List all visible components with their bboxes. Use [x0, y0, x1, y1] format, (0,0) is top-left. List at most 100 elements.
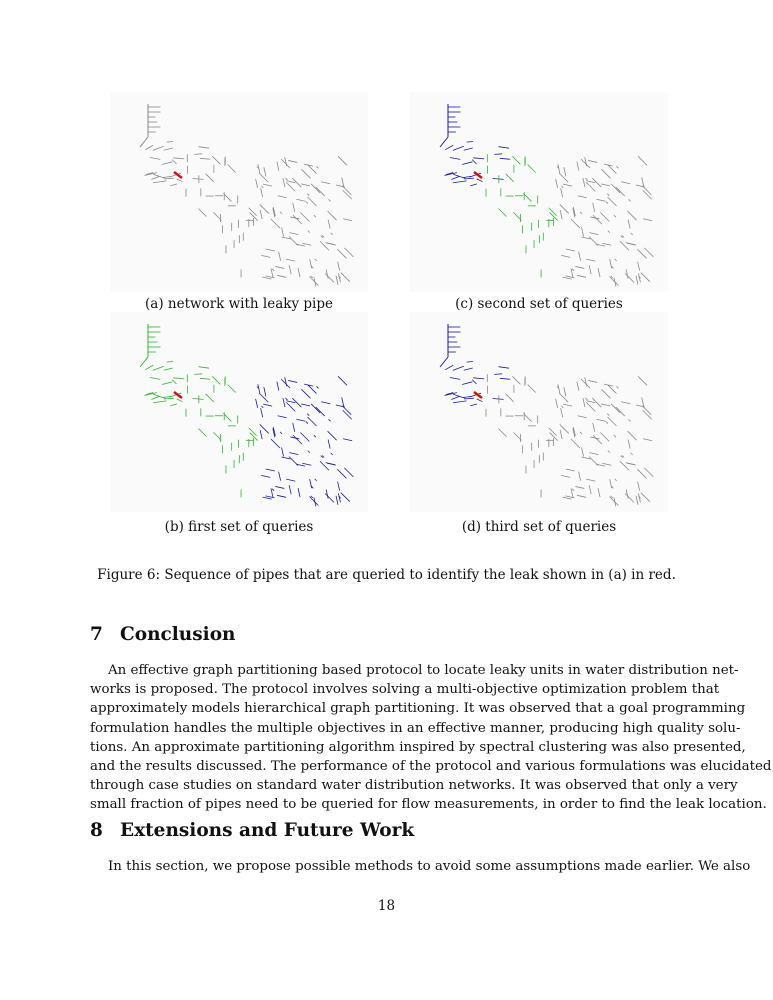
pipe: [555, 398, 559, 408]
pipe: [300, 403, 311, 407]
pipe: [595, 463, 606, 467]
pipe: [139, 356, 149, 368]
pipe: [276, 381, 280, 391]
pipe: [300, 432, 310, 442]
network-diagram-b: [139, 324, 354, 507]
pipe: [444, 144, 454, 151]
pipe: [261, 185, 264, 189]
pipe: [205, 173, 214, 183]
pipe: [463, 367, 473, 371]
pipe: [588, 380, 598, 383]
pipe: [286, 402, 296, 412]
pipe: [170, 403, 178, 407]
pipe: [560, 188, 564, 198]
pipe: [285, 177, 288, 181]
pipe: [637, 261, 641, 271]
pipe: [466, 141, 473, 143]
pipe: [276, 494, 287, 498]
pipe: [625, 242, 635, 246]
network-diagram-c: [439, 104, 654, 287]
pipe: [581, 456, 591, 460]
pipe: [199, 157, 211, 160]
pipe: [559, 204, 570, 214]
pipe: [471, 159, 477, 165]
pipe: [512, 376, 521, 385]
pipe: [249, 212, 258, 221]
pipe: [605, 421, 609, 424]
pipe: [607, 384, 617, 394]
leaky-pipe: [473, 171, 483, 179]
pipe: [262, 276, 272, 280]
pipe: [595, 243, 606, 247]
pipe: [556, 386, 560, 389]
pipe: [257, 164, 261, 174]
pipe: [615, 186, 626, 197]
pipe: [288, 380, 298, 383]
pipe: [611, 266, 614, 269]
pipe: [319, 460, 330, 471]
pipe: [462, 161, 473, 165]
pipe: [446, 392, 454, 395]
pipe: [576, 161, 580, 171]
pipe: [337, 481, 341, 491]
pipe: [527, 384, 536, 393]
pipe: [338, 273, 341, 283]
pipe: [321, 181, 331, 185]
pipe: [581, 236, 591, 240]
pipe: [327, 210, 337, 221]
pipe: [492, 398, 504, 400]
pipe: [325, 242, 335, 246]
pipe: [173, 157, 185, 160]
pipe: [582, 177, 586, 188]
pipe: [592, 422, 596, 432]
pipe: [337, 249, 347, 259]
pipe: [271, 488, 275, 492]
pipe: [556, 166, 560, 169]
pipe: [600, 212, 610, 222]
paragraph-line: and the results discussed. The performan…: [90, 758, 772, 774]
pipe: [558, 172, 569, 183]
pipe: [452, 145, 464, 151]
section-number: 7: [90, 624, 103, 645]
pipe: [613, 497, 617, 507]
pipe: [572, 208, 576, 218]
pipe: [261, 474, 271, 478]
pipe: [571, 488, 575, 492]
pipe: [162, 161, 173, 165]
pipe: [561, 185, 564, 189]
pipe: [589, 452, 599, 456]
pipe: [335, 184, 346, 188]
pipe: [286, 400, 296, 404]
pipe: [328, 199, 331, 202]
pipe: [610, 275, 614, 279]
pipe: [572, 427, 576, 437]
pipe: [449, 157, 461, 160]
pipe: [606, 193, 610, 196]
pipe: [327, 219, 331, 229]
pipe: [292, 177, 302, 188]
pipe: [607, 450, 611, 453]
pipe: [342, 189, 353, 200]
pipe: [627, 430, 637, 441]
pipe: [637, 376, 648, 386]
pipe: [223, 193, 232, 202]
pipe: [265, 248, 275, 252]
pipe: [625, 462, 635, 466]
pipe: [259, 209, 263, 220]
pipe: [610, 183, 621, 194]
pipe: [498, 208, 507, 217]
pipe: [621, 181, 631, 185]
pipe: [590, 216, 600, 220]
pipe: [199, 377, 211, 380]
pipe: [337, 261, 341, 271]
pipe: [565, 495, 575, 499]
pipe: [278, 471, 282, 481]
pipe: [272, 428, 276, 438]
pipe: [637, 469, 647, 479]
pipe: [248, 207, 257, 217]
pipe: [321, 235, 325, 238]
pipe: [286, 180, 296, 184]
figure-panel-a: [110, 92, 368, 292]
pipe: [166, 361, 173, 363]
pipe: [570, 218, 581, 229]
